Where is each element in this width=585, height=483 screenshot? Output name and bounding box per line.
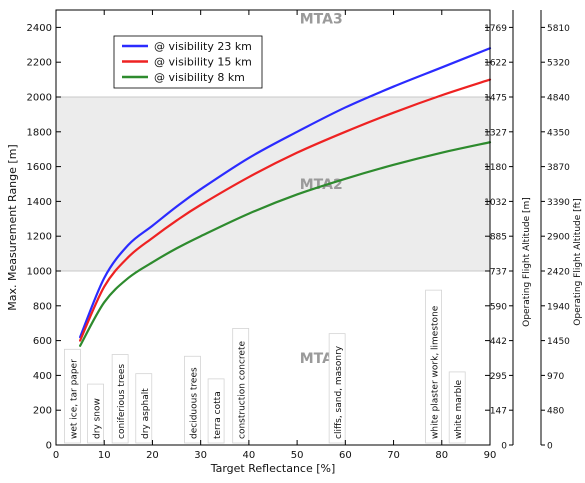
legend-label-1: @ visibility 23 km [154, 40, 252, 53]
y-tick-label: 2000 [27, 93, 52, 104]
surface-label: dry snow [93, 398, 103, 439]
right-axis-label-m: Operating Flight Altitude [m] [522, 197, 532, 327]
series-line-2 [79, 78, 492, 342]
surface-label: coniferious trees [117, 364, 127, 439]
region-label: MTA3 [300, 12, 343, 28]
right-ft-tick-label: 4840 [547, 94, 570, 104]
right-m-tick-label: 442 [490, 337, 507, 347]
x-tick-label: 90 [484, 450, 497, 461]
surface-label: white plaster work, limestone [431, 305, 441, 439]
right-m-tick-label: 1032 [484, 198, 507, 208]
right-ft-tick-label: 1940 [547, 302, 570, 312]
series-line-1 [79, 47, 492, 339]
right-ft-tick-label: 3390 [547, 198, 570, 208]
surface-label-box [87, 383, 104, 444]
right-ft-tick-label: 5320 [547, 59, 570, 69]
surface-label-box [184, 355, 201, 444]
y-axis-label: Max. Measurement Range [m] [6, 144, 19, 310]
surface-label-box [328, 333, 346, 444]
surface-label: white marble [454, 379, 464, 439]
right-ft-tick-label: 2420 [547, 268, 570, 278]
legend-label-2: @ visibility 15 km [154, 56, 252, 69]
y-tick-label: 1400 [27, 197, 52, 208]
y-tick-label: 1600 [27, 162, 52, 173]
y-tick-label: 400 [33, 371, 52, 382]
surface-label-box [425, 289, 442, 444]
right-m-tick-label: 1475 [484, 94, 507, 104]
y-tick-label: 1000 [27, 267, 52, 278]
right-m-tick-label: 1327 [484, 128, 507, 138]
x-tick-label: 40 [243, 450, 256, 461]
right-m-tick-label: 1769 [484, 24, 507, 34]
right-ft-tick-label: 970 [547, 372, 564, 382]
series-line-3 [79, 141, 492, 347]
y-tick-label: 1800 [27, 127, 52, 138]
right-m-tick-label: 885 [490, 233, 507, 243]
plot-frame [55, 9, 491, 446]
right-m-tick-label: 1622 [484, 59, 507, 69]
right-ft-tick-label: 5810 [547, 24, 570, 34]
surface-label: terra cotta [213, 391, 223, 439]
x-tick-label: 10 [98, 450, 111, 461]
right-ft-tick-label: 3870 [547, 163, 570, 173]
y-tick-label: 800 [33, 301, 52, 312]
right-ft-tick-label: 0 [547, 442, 553, 452]
right-ft-tick-label: 4350 [547, 128, 570, 138]
x-tick-label: 20 [146, 450, 159, 461]
y-tick-label: 1200 [27, 232, 52, 243]
x-tick-label: 0 [53, 450, 59, 461]
y-tick-label: 600 [33, 336, 52, 347]
surface-label: dry asphalt [141, 388, 151, 439]
y-tick-label: 200 [33, 406, 52, 417]
surface-label: deciduous trees [189, 367, 199, 439]
surface-label-box [448, 371, 466, 444]
x-axis-label: Target Reflectance [%] [210, 462, 336, 475]
surface-label: cliffs, sand, masonry [334, 345, 344, 439]
x-tick-label: 80 [435, 450, 448, 461]
right-axis-label-ft: Operating Flight Altitude [ft] [573, 198, 583, 325]
surface-label-box [232, 328, 250, 444]
right-m-tick-label: 1180 [484, 163, 507, 173]
surface-label: construction concrete [238, 340, 248, 439]
x-tick-label: 60 [339, 450, 352, 461]
right-m-tick-label: 590 [490, 302, 507, 312]
right-m-tick-label: 295 [490, 372, 507, 382]
surface-label: wet ice, tar paper [69, 359, 79, 439]
right-ft-tick-label: 1450 [547, 337, 570, 347]
x-tick-label: 50 [291, 450, 304, 461]
x-tick-label: 70 [387, 450, 400, 461]
right-m-tick-label: 0 [501, 442, 507, 452]
right-ft-tick-label: 480 [547, 407, 564, 417]
surface-label-box [135, 373, 153, 444]
surface-label-box [63, 348, 81, 444]
x-tick-label: 30 [194, 450, 207, 461]
legend-label-3: @ visibility 8 km [154, 71, 245, 84]
right-m-tick-label: 737 [490, 268, 507, 278]
surface-label-box [207, 378, 225, 444]
right-m-tick-label: 147 [490, 407, 507, 417]
y-tick-label: 0 [46, 441, 52, 452]
region-band-mta2 [56, 97, 490, 271]
y-tick-label: 2400 [27, 23, 52, 34]
right-ft-tick-label: 2900 [547, 233, 570, 243]
y-tick-label: 2200 [27, 58, 52, 69]
surface-label-box [111, 354, 129, 444]
